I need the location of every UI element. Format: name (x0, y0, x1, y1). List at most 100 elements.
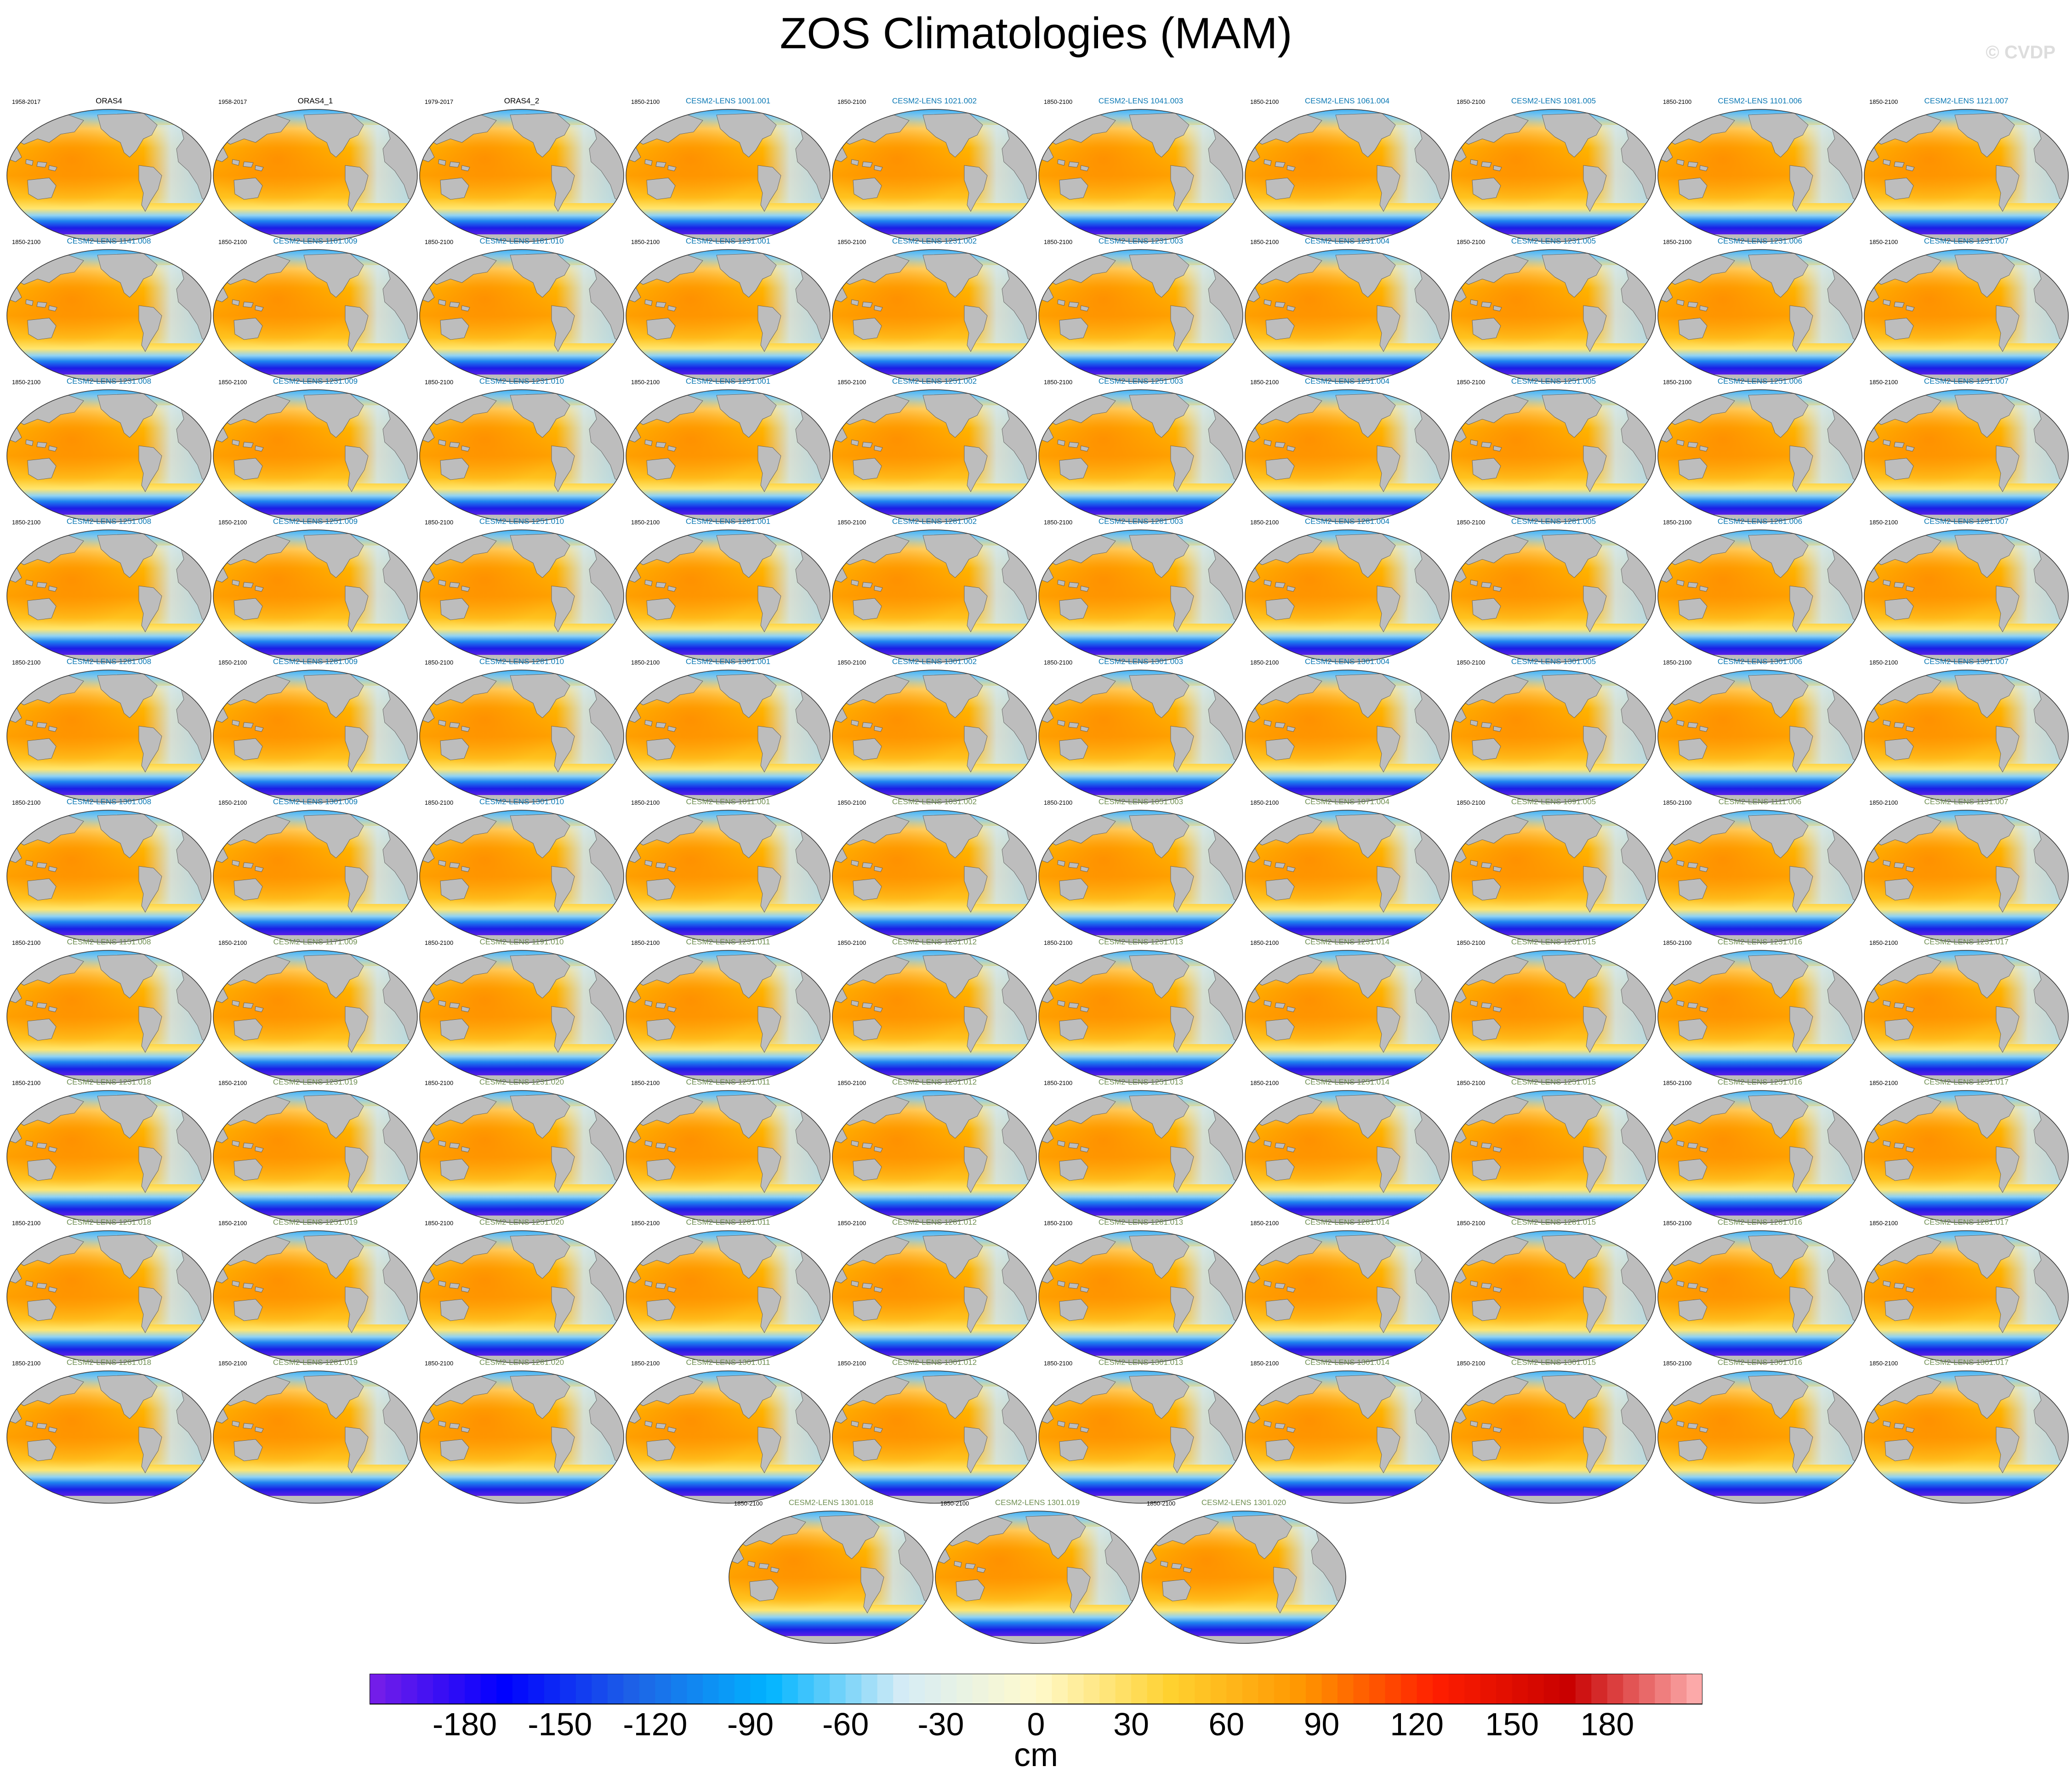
panel-title: ORAS4_1 (297, 97, 333, 105)
zos-map (418, 807, 625, 945)
panel-title: CESM2-LENS 1061.004 (1304, 97, 1390, 105)
map-panel: 1850-2100 CESM2-LENS 1281.013 (1037, 1216, 1244, 1356)
panel-period: 1850-2100 (425, 1079, 454, 1086)
panel-title: CESM2-LENS 1151.008 (67, 937, 151, 946)
panel-title: CESM2-LENS 1251.002 (892, 377, 977, 386)
colorbar-swatch (496, 1674, 513, 1704)
panel-title: CESM2-LENS 1301.008 (66, 797, 152, 806)
map-panel: 1850-2100 CESM2-LENS 1301.019 (934, 1496, 1141, 1636)
panel-title: CESM2-LENS 1231.014 (1304, 937, 1390, 946)
panel-title: CESM2-LENS 1251.015 (1511, 1078, 1596, 1086)
panel-period: 1850-2100 (631, 1360, 660, 1367)
panel-period: 1850-2100 (425, 1220, 454, 1227)
zos-map (1863, 387, 2070, 525)
panel-period: 1850-2100 (1663, 98, 1692, 105)
zos-map (1863, 1088, 2070, 1226)
map-panel: 1850-2100 CESM2-LENS 1301.002 (831, 655, 1038, 795)
zos-map (625, 107, 831, 244)
panel-period: 1850-2100 (1663, 1360, 1692, 1367)
colorbar-swatch (655, 1674, 672, 1704)
panel-title: CESM2-LENS 1251.009 (273, 517, 358, 526)
colorbar-swatch (528, 1674, 545, 1704)
colorbar-swatch (1528, 1674, 1544, 1704)
colorbar-swatch (1480, 1674, 1497, 1704)
zos-map (6, 1228, 212, 1366)
panel-period: 1850-2100 (425, 379, 454, 386)
panel-period: 1850-2100 (1457, 799, 1486, 806)
map-panel: 1850-2100 CESM2-LENS 1231.008 (6, 375, 212, 515)
zos-map (1037, 247, 1244, 385)
panel-title: CESM2-LENS 1191.010 (479, 937, 564, 946)
colorbar-swatch (1560, 1674, 1576, 1704)
colorbar-swatch (1195, 1674, 1211, 1704)
panel-period: 1850-2100 (1250, 1220, 1279, 1227)
map-panel: 1850-2100 CESM2-LENS 1021.002 (831, 95, 1038, 234)
panel-period: 1850-2100 (1250, 1360, 1279, 1367)
colorbar-swatch (1686, 1674, 1702, 1704)
zos-map (418, 1228, 625, 1366)
zos-map (1037, 1228, 1244, 1366)
panel-period: 1850-2100 (425, 239, 454, 245)
panel-title: CESM2-LENS 1251.019 (273, 1218, 358, 1227)
zos-map (625, 807, 831, 945)
colorbar-swatch (1163, 1674, 1179, 1704)
colorbar-swatch (940, 1674, 957, 1704)
colorbar-swatch (1512, 1674, 1528, 1704)
zos-map (625, 247, 831, 385)
panel-period: 1850-2100 (12, 1079, 41, 1086)
map-panel: 1850-2100 CESM2-LENS 1131.007 (1863, 795, 2070, 935)
zos-map (625, 387, 831, 525)
map-panel: 1850-2100 CESM2-LENS 1301.014 (1244, 1356, 1451, 1496)
map-panel: 1850-2100 CESM2-LENS 1281.016 (1656, 1216, 1863, 1356)
zos-map (1450, 1368, 1657, 1506)
map-panel: 1850-2100 CESM2-LENS 1231.005 (1450, 235, 1657, 375)
panel-title: CESM2-LENS 1281.015 (1511, 1218, 1596, 1227)
panel-period: 1850-2100 (1250, 1079, 1279, 1086)
map-panel: 1850-2100 CESM2-LENS 1161.009 (212, 235, 419, 375)
panel-title: CESM2-LENS 1231.007 (1924, 237, 2009, 245)
colorbar-swatch (671, 1674, 688, 1704)
colorbar-tick-label: 150 (1485, 1706, 1539, 1738)
zos-map (1656, 807, 1863, 945)
colorbar-tick-label: -180 (433, 1706, 497, 1738)
colorbar-swatch (766, 1674, 783, 1704)
map-panel: 1850-2100 CESM2-LENS 1251.016 (1656, 1076, 1863, 1216)
zos-map (1656, 1088, 1863, 1226)
panel-title: CESM2-LENS 1081.005 (1511, 97, 1596, 105)
panel-title: CESM2-LENS 1231.010 (479, 377, 564, 386)
colorbar-swatch (1178, 1674, 1195, 1704)
zos-map (6, 387, 212, 525)
colorbar-swatch (560, 1674, 576, 1704)
panel-title: CESM2-LENS 1091.005 (1511, 797, 1596, 806)
zos-map (212, 807, 419, 945)
panel-title: CESM2-LENS 1301.009 (273, 797, 358, 806)
map-panel: 1850-2100 CESM2-LENS 1281.020 (418, 1356, 625, 1496)
map-panel: 1850-2100 CESM2-LENS 1281.007 (1863, 515, 2070, 655)
panel-period: 1850-2100 (837, 659, 866, 666)
panel-period: 1850-2100 (12, 379, 41, 386)
zos-map (625, 948, 831, 1085)
panel-period: 1850-2100 (1457, 939, 1486, 946)
panel-title: CESM2-LENS 1231.009 (273, 377, 358, 386)
panel-period: 1850-2100 (1250, 98, 1279, 105)
panel-title: CESM2-LENS 1281.001 (685, 517, 771, 526)
panel-period: 1850-2100 (837, 1079, 866, 1086)
panel-title: CESM2-LENS 1281.002 (892, 517, 977, 526)
watermark: © CVDP (1986, 42, 2055, 62)
panel-title: CESM2-LENS 1281.016 (1717, 1218, 1803, 1227)
panel-title: CESM2-LENS 1231.019 (273, 1078, 358, 1086)
panel-title: CESM2-LENS 1301.012 (892, 1358, 977, 1367)
zos-map (1863, 527, 2070, 665)
colorbar-swatch (734, 1674, 751, 1704)
panel-title: CESM2-LENS 1251.017 (1924, 1078, 2009, 1086)
map-panel: 1850-2100 CESM2-LENS 1121.007 (1863, 95, 2070, 234)
colorbar-swatch (861, 1674, 878, 1704)
zos-map (1244, 1368, 1451, 1506)
colorbar-swatch (893, 1674, 910, 1704)
map-panel: 1850-2100 CESM2-LENS 1091.005 (1450, 795, 1657, 935)
map-panel: 1850-2100 CESM2-LENS 1301.007 (1863, 655, 2070, 795)
panel-title: CESM2-LENS 1001.001 (685, 97, 771, 105)
map-panel: 1850-2100 CESM2-LENS 1191.010 (418, 936, 625, 1075)
colorbar-swatch (449, 1674, 465, 1704)
panel-title: CESM2-LENS 1251.001 (685, 377, 771, 386)
